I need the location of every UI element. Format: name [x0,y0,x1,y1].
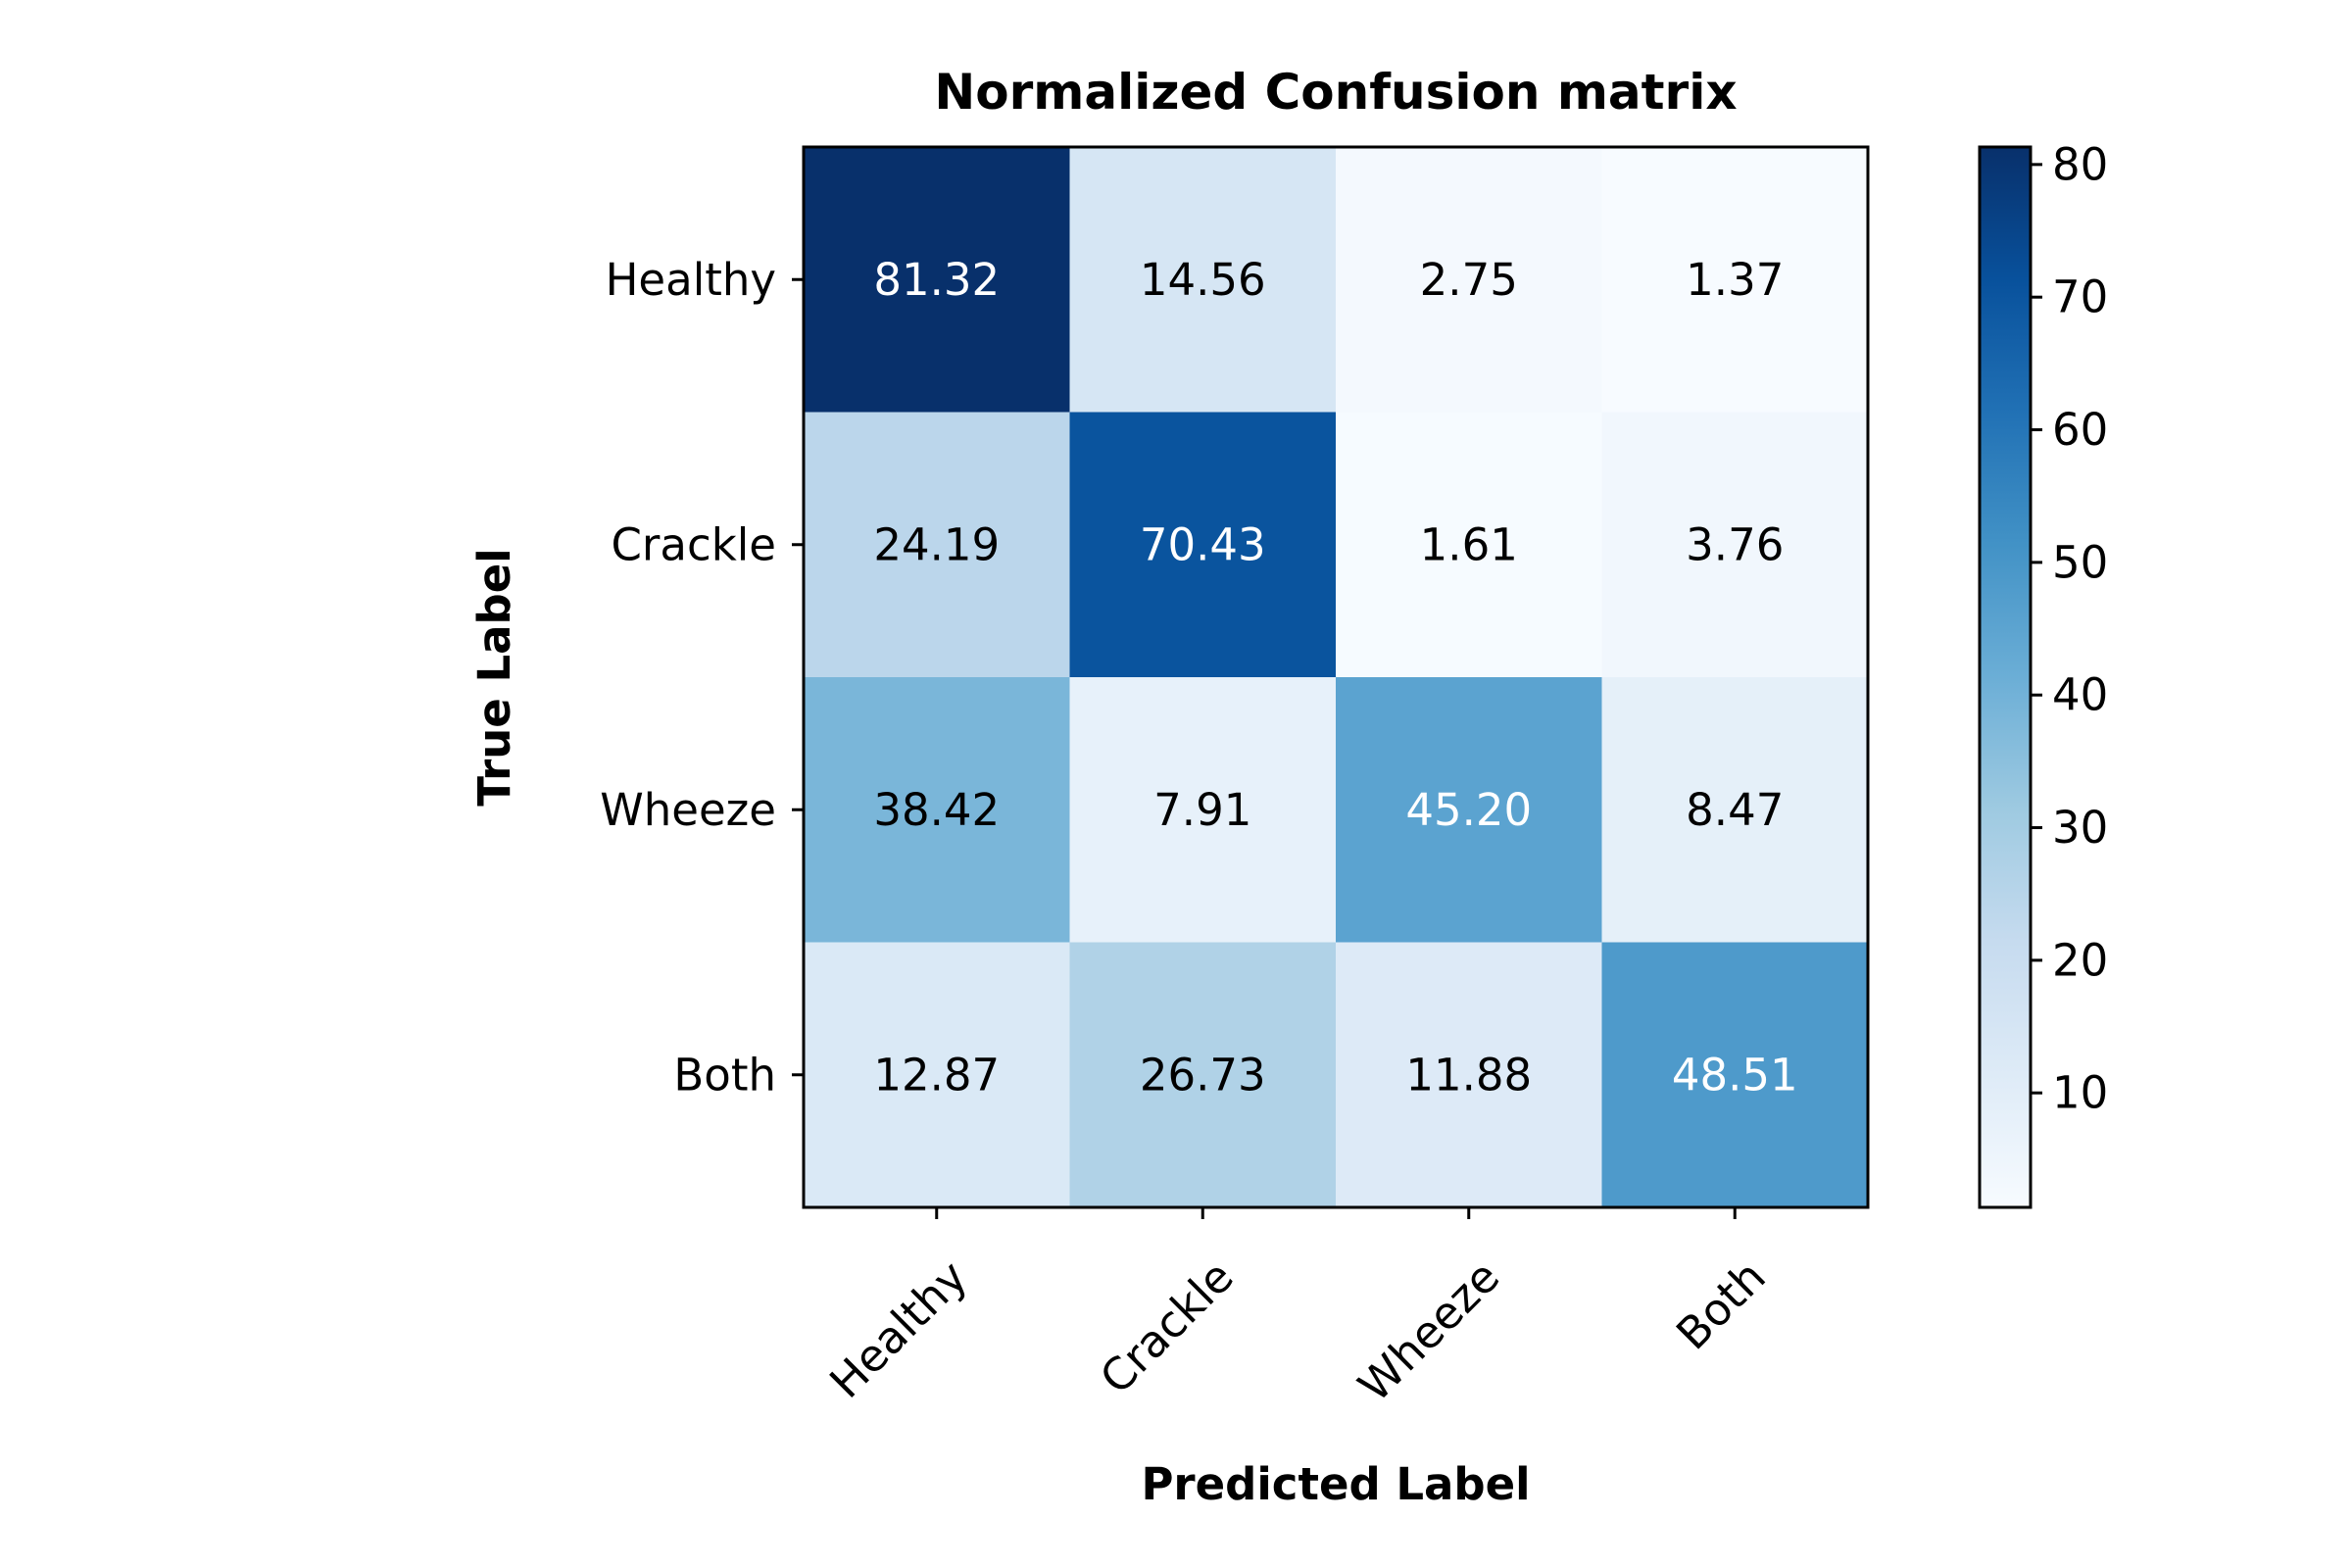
cell-value-label: 3.76 [1686,518,1784,570]
cell-value-label: 11.88 [1405,1049,1532,1101]
colorbar-tick-label: 10 [2052,1067,2108,1119]
heatmap-cell [1601,147,1869,413]
cell-value-label: 12.87 [873,1049,1000,1101]
x-axis-label: Predicted Label [1141,1458,1530,1510]
x-tick-label: Crackle [1090,1250,1244,1404]
heatmap-cell [1336,942,1602,1208]
heatmap-cell [1601,942,1869,1208]
heatmap-cell [1069,412,1337,678]
y-axis-ticks: Healthy Crackle Wheeze Both [600,254,804,1101]
cell-value-label: 8.47 [1686,784,1784,836]
colorbar-tick-label: 40 [2052,669,2108,721]
colorbar-frame [1978,145,2033,1209]
cell-value-label: 70.43 [1140,518,1266,570]
heatmap-cell [1336,412,1602,678]
colorbar-tick-label: 70 [2052,271,2108,323]
cell-value-label: 2.75 [1420,254,1518,306]
heatmap-cell [804,412,1070,678]
y-tick-label: Wheeze [600,784,776,836]
chart-title: Normalized Confusion matrix [934,64,1737,121]
heatmap-cell [1601,412,1869,678]
colorbar-tick-label: 30 [2052,802,2108,854]
heatmap-cell [1069,147,1337,413]
colorbar-tick-label: 60 [2052,404,2108,456]
x-tick-label: Healthy [819,1250,977,1408]
x-axis-ticks: Healthy Crackle Wheeze Both [819,1207,1776,1412]
cell-value-label: 1.61 [1420,518,1518,570]
y-axis-label: True Label [468,548,520,806]
colorbar-tick-label: 20 [2052,934,2108,986]
colorbar-gradient [1980,147,2031,1207]
heatmap-cell [804,677,1070,943]
cell-value-label: 26.73 [1140,1049,1266,1101]
y-tick-label: Healthy [606,254,776,306]
cell-value-label: 14.56 [1140,254,1266,306]
heatmap-cells [804,147,1869,1208]
cell-value-label: 7.91 [1153,784,1251,836]
heatmap-cell [1336,147,1602,413]
cell-value-label: 48.51 [1672,1049,1798,1101]
cell-value-label: 38.42 [873,784,1000,836]
heatmap-cell-labels: 81.32 14.56 2.75 1.37 24.19 70.43 1.61 3.76 38.4… [873,254,1797,1102]
colorbar-tick-label: 50 [2052,536,2108,588]
heatmap-cell [1069,942,1337,1208]
colorbar-ticks: 10 20 30 40 50 60 70 80 [2031,138,2108,1119]
heatmap-cell [1336,677,1602,943]
heatmap-cell [1601,677,1869,943]
heatmap-cell [804,942,1070,1208]
colorbar-tick-label: 80 [2052,138,2108,190]
y-tick-label: Crackle [612,518,777,570]
x-tick-label: Both [1666,1250,1775,1359]
heatmap-cell [1069,677,1337,943]
cell-value-label: 24.19 [873,518,1000,570]
y-tick-label: Both [673,1049,776,1101]
cell-value-label: 45.20 [1405,784,1532,836]
heatmap-cell [804,147,1070,413]
x-tick-label: Wheeze [1348,1250,1510,1412]
cell-value-label: 1.37 [1686,254,1784,306]
cell-value-label: 81.32 [873,254,1000,306]
plot-frame [802,145,1870,1209]
